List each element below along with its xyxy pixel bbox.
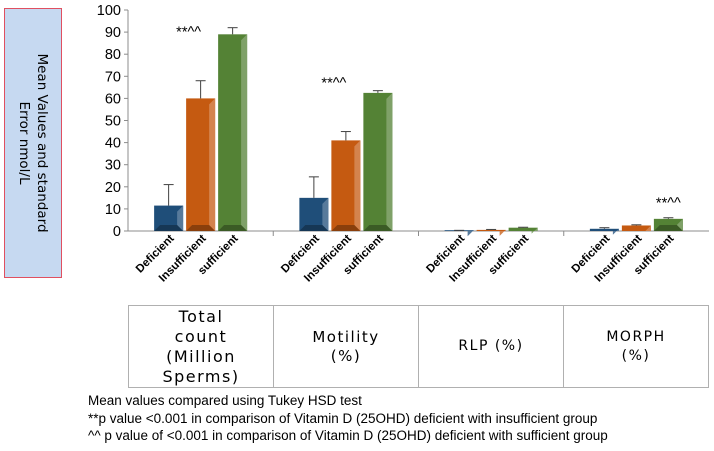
- significance-annotation: **^^: [321, 75, 346, 91]
- footnote-test: Mean values compared using Tukey HSD tes…: [88, 393, 362, 408]
- y-tick-label: 40: [105, 136, 121, 152]
- y-axis-label-box: Mean Values and standard Error nmol/L: [4, 8, 62, 278]
- bar-chart: 0102030405060708090100DeficientInsuffici…: [97, 3, 709, 284]
- category-label-motility: Motility (%): [312, 327, 380, 365]
- y-tick-label: 0: [113, 224, 121, 240]
- bar-side-shade: [499, 229, 506, 236]
- significance-annotation: **^^: [176, 25, 201, 41]
- bar-side-shade: [322, 197, 329, 231]
- bar-side-shade: [531, 227, 538, 234]
- y-tick-label: 80: [105, 47, 121, 63]
- bar-side-shade: [644, 225, 651, 232]
- footnotes: Mean values compared using Tukey HSD tes…: [88, 392, 708, 445]
- chart-bars: [154, 27, 683, 237]
- bar-insufficient: [476, 229, 506, 231]
- y-tick-label: 90: [105, 25, 121, 41]
- y-tick-label: 70: [105, 69, 121, 85]
- category-cell-motility: Motility (%): [273, 305, 419, 388]
- significance-annotation: **^^: [656, 196, 681, 212]
- bar-insufficient: [621, 225, 651, 231]
- bar-side-shade: [209, 98, 216, 232]
- category-table: Total count (Million Sperms) Motility (%…: [128, 305, 709, 388]
- bar-base-shade: [299, 225, 329, 231]
- bar-deficient: [589, 228, 619, 231]
- bar-base-shade: [154, 225, 184, 231]
- footnote-double-star: **p value <0.001 in comparison of Vitami…: [88, 410, 598, 426]
- y-tick-label: 10: [105, 202, 121, 218]
- bar-side-shade: [386, 92, 393, 231]
- category-cell-total-count: Total count (Million Sperms): [128, 305, 274, 388]
- category-label-morph: MORPH (%): [606, 328, 666, 364]
- bar-side-shade: [467, 230, 474, 237]
- y-tick-label: 100: [97, 3, 121, 19]
- y-tick-label: 30: [105, 158, 121, 174]
- y-tick-label: 60: [105, 91, 121, 107]
- category-label-total-count: Total count (Million Sperms): [162, 306, 240, 386]
- bar-base-shade: [218, 225, 248, 231]
- bar-side-shade: [354, 140, 361, 231]
- category-label-rlp: RLP (%): [458, 338, 524, 354]
- category-cell-morph: MORPH (%): [563, 305, 709, 388]
- y-tick-label: 50: [105, 114, 121, 130]
- bar-side-shade: [177, 205, 184, 231]
- bar-base-shade: [363, 225, 393, 231]
- bar-sufficient: [508, 227, 538, 231]
- bar-side-shade: [612, 228, 619, 235]
- category-cell-rlp: RLP (%): [418, 305, 564, 388]
- y-tick-label: 20: [105, 180, 121, 196]
- bar-base-shade: [186, 225, 216, 231]
- bar-base-shade: [653, 225, 683, 231]
- bar-base-shade: [331, 225, 361, 231]
- bar-side-shade: [241, 34, 248, 232]
- footnote-double-caret: ^^ p value of <0.001 in comparison of Vi…: [88, 428, 608, 443]
